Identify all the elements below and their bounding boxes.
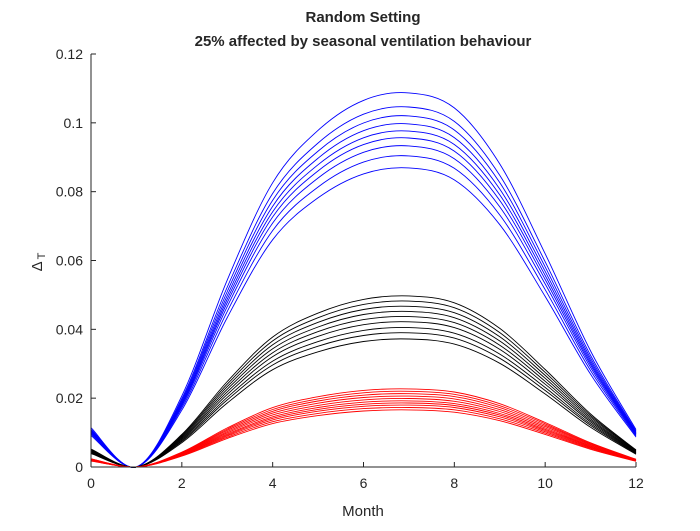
y-tick-label: 0.1 [64, 115, 84, 131]
series-line-0-2 [90, 115, 637, 468]
series-line-2-3 [90, 395, 637, 468]
series-line-1-5 [90, 321, 637, 468]
x-tick-label: 6 [360, 475, 368, 491]
chart-title: Random Setting [306, 9, 421, 26]
axes: 0 2 4 6 8 10 12 0 0.02 0.04 0.06 0.08 0.1 0.12 [56, 46, 644, 491]
chart-subtitle: 25% affected by seasonal ventilation beh… [195, 33, 532, 50]
series-line-0-6 [90, 145, 637, 468]
series-line-0-8 [90, 167, 637, 468]
series-line-2-7 [90, 404, 637, 468]
series-line-0-1 [90, 106, 637, 468]
y-tick-label: 0.08 [56, 184, 83, 200]
y-tick-label: 0.06 [56, 253, 83, 269]
y-axis-label: Δ [29, 261, 46, 271]
series-line-1-6 [90, 327, 637, 468]
y-tick-label: 0.12 [56, 46, 83, 62]
x-tick-label: 4 [269, 475, 277, 491]
svg-text:ΔT: ΔT [29, 252, 48, 271]
series-line-0-0 [90, 92, 637, 468]
series-line-1-3 [90, 310, 637, 468]
series-line-0-7 [90, 155, 637, 468]
series-lines [90, 92, 637, 468]
series-line-0-4 [90, 130, 637, 468]
y-tick-label: 0.04 [56, 321, 83, 337]
x-tick-label: 8 [450, 475, 458, 491]
series-line-0-3 [90, 123, 637, 468]
series-line-1-4 [90, 316, 637, 468]
y-axis-label-subscript: T [36, 252, 48, 259]
series-line-0-5 [90, 137, 637, 468]
x-tick-label: 0 [87, 475, 95, 491]
x-tick-label: 2 [178, 475, 186, 491]
series-line-1-0 [90, 295, 637, 468]
x-tick-label: 10 [537, 475, 553, 491]
y-axis-label-group: ΔT [29, 252, 48, 271]
series-line-1-1 [90, 300, 637, 468]
series-line-1-2 [90, 305, 637, 468]
x-axis-label: Month [342, 503, 384, 520]
x-tick-label: 12 [628, 475, 644, 491]
series-line-2-1 [90, 390, 637, 468]
y-tick-label: 0 [75, 459, 83, 475]
y-tick-label: 0.02 [56, 390, 83, 406]
series-line-2-9 [90, 409, 637, 468]
series-line-1-7 [90, 332, 637, 468]
series-line-1-8 [90, 338, 637, 468]
